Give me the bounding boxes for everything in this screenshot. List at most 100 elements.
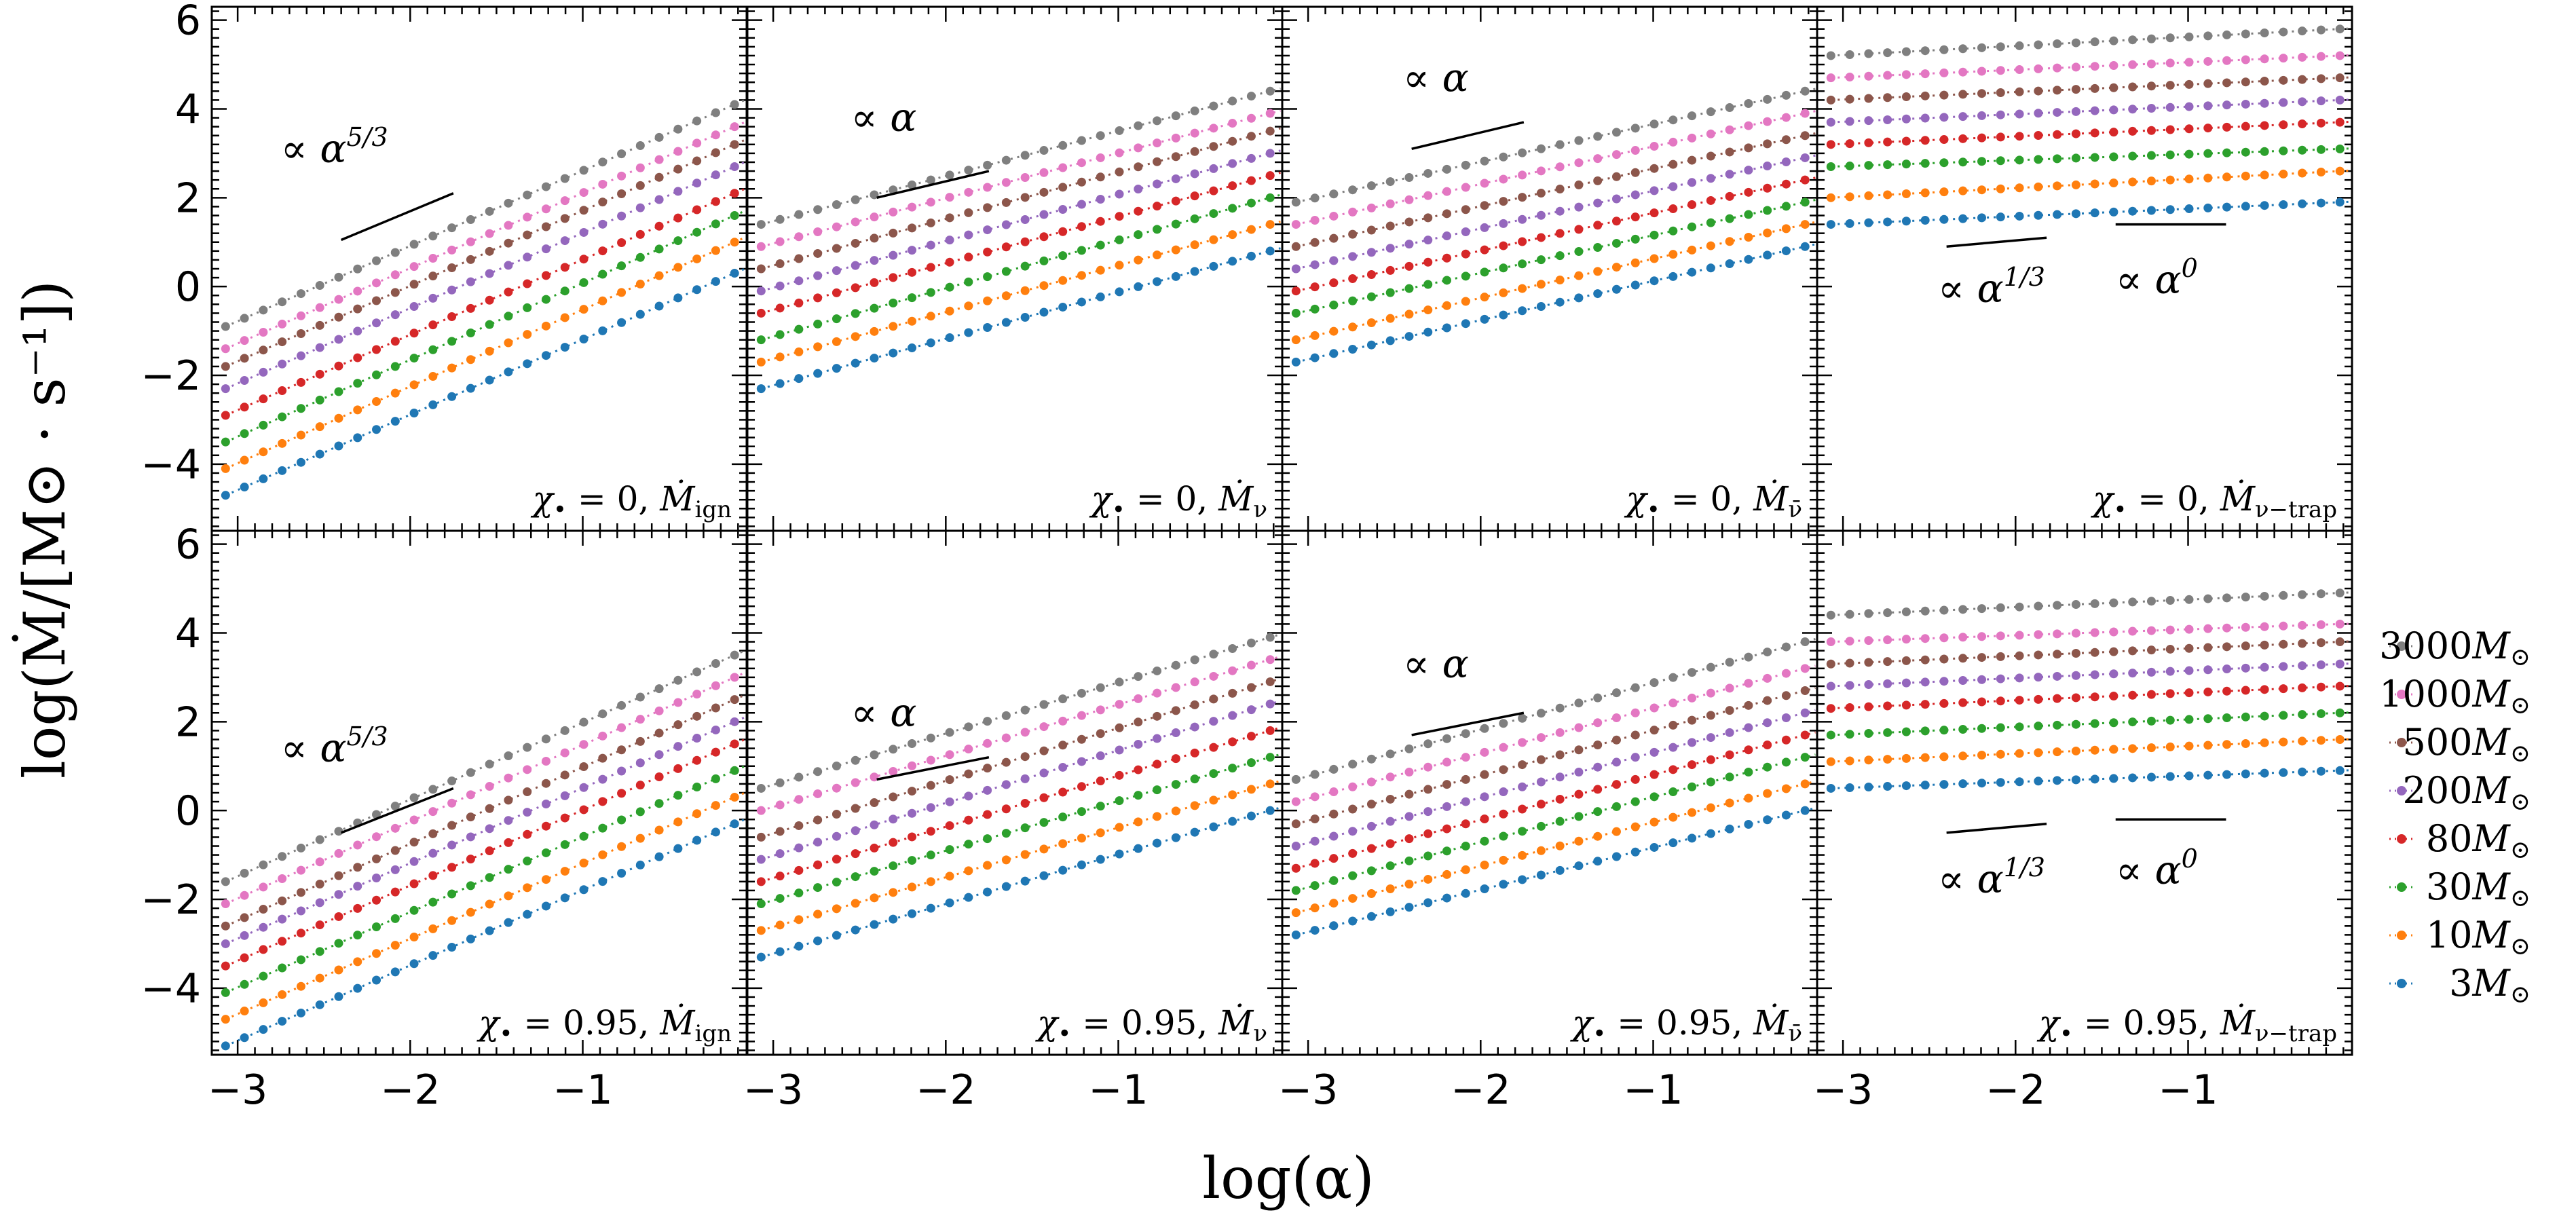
data-point <box>2090 719 2099 728</box>
data-point <box>2222 686 2232 696</box>
data-point <box>1800 220 1810 229</box>
data-point <box>1763 789 1772 798</box>
data-point <box>1039 210 1049 219</box>
data-point <box>730 122 739 132</box>
data-point <box>2203 173 2213 183</box>
data-point <box>1725 259 1734 268</box>
slope-label-exponent: 0 <box>2182 844 2198 874</box>
data-point <box>1153 838 1162 848</box>
data-point <box>2279 54 2288 63</box>
data-point <box>1020 261 1030 271</box>
data-point <box>1763 648 1772 657</box>
data-point <box>1404 834 1414 844</box>
data-point <box>1058 839 1068 848</box>
data-point <box>794 210 804 219</box>
data-point <box>813 860 823 869</box>
data-point <box>2241 769 2250 779</box>
data-point <box>673 675 683 685</box>
panel-0-1: ∝ αχ• = 0, Ṁν <box>746 5 1284 532</box>
data-point <box>775 281 785 291</box>
data-point <box>908 832 917 842</box>
data-point <box>372 854 381 863</box>
data-point <box>1209 209 1218 219</box>
data-point <box>1611 263 1621 272</box>
data-point <box>870 893 879 903</box>
data-point <box>1725 191 1734 201</box>
data-point <box>1001 733 1011 743</box>
data-point <box>1668 137 1678 147</box>
data-point <box>1115 849 1124 859</box>
data-point <box>1744 255 1753 264</box>
data-point <box>794 821 804 830</box>
data-point <box>2109 83 2118 92</box>
data-point <box>2222 713 2232 723</box>
data-point <box>1096 855 1105 864</box>
data-point <box>447 776 457 786</box>
data-point <box>1404 217 1414 227</box>
data-point <box>541 204 550 214</box>
data-point <box>711 246 720 255</box>
data-point <box>2184 624 2194 634</box>
data-point <box>504 287 513 297</box>
data-point <box>1800 686 1810 696</box>
data-point <box>1977 157 1987 166</box>
data-point <box>2241 202 2250 211</box>
slope-label-exponent: 5/3 <box>347 722 388 751</box>
data-point <box>1781 669 1791 678</box>
data-point <box>2109 152 2118 162</box>
data-point <box>775 778 785 787</box>
data-point <box>1763 139 1772 149</box>
data-point <box>889 745 898 754</box>
data-point <box>1153 116 1162 126</box>
data-point <box>1246 113 1256 123</box>
data-point <box>2316 96 2326 106</box>
data-point <box>1329 300 1339 310</box>
data-point <box>1001 855 1011 865</box>
data-point <box>1077 834 1086 843</box>
data-point <box>1864 755 1873 765</box>
data-point <box>1706 174 1715 183</box>
data-point <box>2015 41 2024 50</box>
data-point <box>1630 234 1640 244</box>
data-point <box>1920 655 1930 664</box>
data-point <box>390 388 400 398</box>
data-point <box>504 891 513 901</box>
data-point <box>756 832 766 842</box>
data-point <box>1939 45 1949 54</box>
data-point <box>447 285 457 295</box>
data-point <box>1310 815 1320 824</box>
data-point <box>1744 820 1753 829</box>
data-point <box>775 827 785 836</box>
data-point <box>2222 740 2232 749</box>
data-point <box>1423 257 1433 267</box>
data-point <box>1518 804 1527 814</box>
slope-label: ∝ α1/3 <box>1938 262 2045 312</box>
data-point <box>2165 150 2175 160</box>
data-point <box>2034 630 2043 639</box>
data-point <box>1134 791 1143 800</box>
data-point <box>1536 166 1546 176</box>
data-point <box>1348 274 1358 284</box>
data-point <box>1996 66 2005 75</box>
data-point <box>447 821 457 830</box>
data-point <box>1958 751 1968 761</box>
data-point <box>1826 704 1835 713</box>
data-point <box>1744 679 1753 688</box>
data-point <box>1687 715 1697 725</box>
data-point <box>1668 765 1678 774</box>
panel-label: χ• = 0, Ṁν <box>1089 479 1267 523</box>
data-point <box>673 764 683 773</box>
data-point <box>1630 280 1640 290</box>
data-point <box>1864 680 1873 690</box>
panel-label-bullet: • <box>1647 496 1660 523</box>
data-point <box>1536 709 1546 718</box>
data-point <box>2184 149 2194 159</box>
data-point <box>560 840 570 849</box>
data-point <box>2335 659 2345 669</box>
data-point <box>485 760 494 769</box>
data-point <box>1826 730 1835 740</box>
data-point <box>1171 780 1180 789</box>
panel-label-sub: ign <box>694 1020 732 1047</box>
panel-1-2: −3 −2 −1∝ αχ• = 0.95, Ṁν̄ <box>1278 529 1818 1114</box>
data-point <box>832 931 841 940</box>
